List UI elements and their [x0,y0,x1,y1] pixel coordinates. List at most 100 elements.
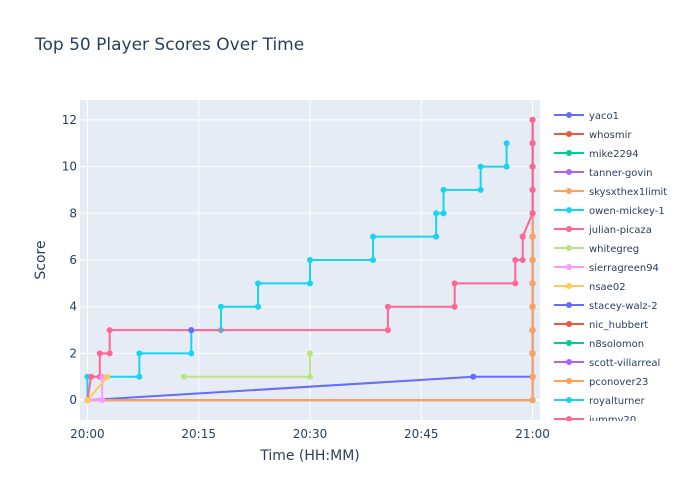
legend-item[interactable]: jummy20 [554,415,636,426]
data-point [519,233,526,240]
legend-marker [566,378,572,384]
legend-marker [566,416,572,421]
legend-item[interactable]: owen-mickey-1 [554,206,665,217]
y-tick-label: 10 [62,160,77,174]
data-point [307,373,313,380]
x-tick-label: 20:30 [293,427,328,441]
y-axis-title: Score [33,240,49,279]
data-point [529,257,536,263]
data-point [477,163,484,170]
y-tick-label: 4 [69,300,77,314]
data-point [529,186,536,193]
legend-item[interactable]: pconover23 [554,377,648,388]
legend-item[interactable]: n8solomon [554,339,644,350]
series-julian-picaza [84,116,536,404]
data-point [99,397,106,404]
legend-items: yaco1 whosmir mike2294 tanner-govin skysxthe… [554,111,667,426]
legend-item[interactable]: whosmir [554,130,632,141]
data-point [433,210,440,217]
data-point [104,373,111,380]
data-point [136,373,143,380]
legend-item[interactable]: nic_hubbert [554,320,648,331]
data-point [106,327,113,334]
legend-label: stacey-walz-2 [589,301,658,312]
data-point [255,303,262,310]
data-point [512,257,519,263]
x-tick-label: 21:00 [515,427,550,441]
data-point [529,116,536,123]
y-tick-label: 8 [69,206,77,220]
legend-item[interactable]: royalturner [554,396,646,407]
data-point [106,350,113,357]
legend-item[interactable]: skysxthex1limit [554,187,667,198]
legend-label: jummy20 [588,415,636,426]
data-point [307,350,313,357]
series-line [86,143,508,401]
data-point [255,280,262,287]
legend-marker [566,188,572,194]
legend-marker [566,112,572,118]
legend-label: scott-villarreal [589,358,660,369]
legend-label: sierragreen94 [589,263,659,274]
y-tick-label: 6 [69,253,77,267]
legend-label: royalturner [589,396,646,407]
data-point [503,140,510,147]
x-tick-label: 20:15 [181,427,216,441]
legend-label: yaco1 [589,111,619,122]
y-tick-label: 0 [69,393,77,407]
x-tick-label: 20:45 [404,427,439,441]
y-tick-label: 12 [62,113,77,127]
data-point [451,280,458,287]
legend-item[interactable]: yaco1 [554,111,619,122]
legend-label: skysxthex1limit [589,187,667,198]
legend-item[interactable]: stacey-walz-2 [554,301,658,312]
data-point [529,140,536,147]
data-point [307,257,313,263]
data-point [99,373,106,380]
data-point [370,257,377,263]
data-point [217,303,224,310]
data-point [384,327,391,334]
legend-item[interactable]: nsae02 [554,282,626,293]
series-owen-mickey-1 [84,140,510,404]
series-nsae02 [84,373,111,404]
legend-label: nic_hubbert [589,320,648,331]
legend-label: tanner-govin [589,168,652,179]
data-point [512,280,519,287]
series-whitegreg [180,350,313,380]
legend-item[interactable]: sierragreen94 [554,263,659,274]
data-point [529,350,536,357]
series-layer [84,116,536,404]
legend-item[interactable]: tanner-govin [554,168,652,179]
legend-marker [566,131,572,137]
data-point [440,186,447,193]
data-point [307,280,313,287]
data-point [96,350,103,357]
x-axis-title: Time (HH:MM) [259,448,360,464]
legend-item[interactable]: julian-picaza [554,225,652,236]
legend-marker [566,321,572,327]
data-point [477,186,484,193]
data-point [188,350,195,357]
data-point [433,233,440,240]
data-point [470,373,477,380]
x-tick-label: 20:00 [70,427,105,441]
legend-marker [566,207,572,213]
legend-item[interactable]: whitegreg [554,244,639,255]
legend-label: whitegreg [589,244,639,255]
legend-label: pconover23 [589,377,648,388]
legend-marker [566,283,572,289]
legend-marker [566,245,572,251]
legend-marker [566,359,572,365]
legend-item[interactable]: scott-villarreal [554,358,660,369]
data-point [188,327,195,334]
legend-marker [566,302,572,308]
y-tick-label: 2 [69,346,77,360]
data-point [384,303,391,310]
legend-label: julian-picaza [588,225,652,236]
data-point [529,163,536,170]
data-point [370,233,377,240]
data-point [503,163,510,170]
legend-item[interactable]: mike2294 [554,149,639,160]
legend[interactable]: yaco1 whosmir mike2294 tanner-govin skysxthe… [554,111,667,426]
